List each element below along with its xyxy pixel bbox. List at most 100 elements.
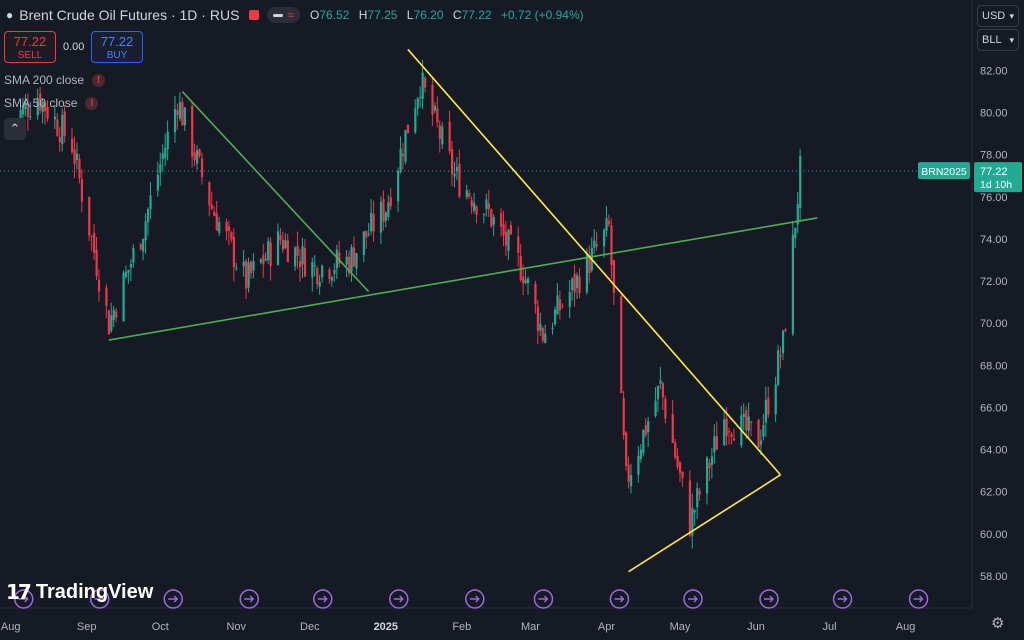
legend-toggle[interactable]: ≈ xyxy=(267,7,301,23)
candle-body xyxy=(517,236,520,253)
candle-body xyxy=(674,442,677,458)
candle-body xyxy=(642,429,645,454)
candle-body xyxy=(534,283,537,305)
candle-body xyxy=(39,93,42,111)
y-tick-label: 76.00 xyxy=(980,192,1008,204)
candle-body xyxy=(603,229,606,247)
candle-body xyxy=(693,510,696,513)
candle-body xyxy=(110,315,113,331)
candle-body xyxy=(593,240,596,248)
candle-body xyxy=(389,197,392,207)
droplet-icon: ● xyxy=(6,8,14,22)
candle-body xyxy=(164,147,167,158)
symbol-flag-icon xyxy=(249,10,260,20)
candle-body xyxy=(90,236,93,238)
candle-body xyxy=(502,224,505,236)
candle-body xyxy=(191,105,194,157)
candle-body xyxy=(448,121,451,152)
candle-body xyxy=(431,84,434,115)
price-tag-bg xyxy=(974,162,1022,193)
event-marker-icon xyxy=(239,589,260,609)
candle-body xyxy=(762,425,765,437)
candle-body xyxy=(166,131,169,150)
y-tick-label: 72.00 xyxy=(980,276,1008,288)
candle-body xyxy=(227,226,231,232)
candle-body xyxy=(747,416,750,432)
candle-body xyxy=(399,148,402,173)
candle-body xyxy=(279,235,282,241)
y-tick-label: 68.00 xyxy=(980,360,1008,372)
x-tick-label: Aug xyxy=(896,621,916,633)
candle-body xyxy=(352,247,356,267)
candle-body xyxy=(333,269,336,274)
candle-body xyxy=(382,198,385,223)
candle-body xyxy=(58,136,61,143)
candle-body xyxy=(242,261,245,267)
candle-body xyxy=(681,471,684,478)
candle-body xyxy=(296,245,299,256)
buy-button[interactable]: 77.22 BUY xyxy=(91,31,143,63)
trendline-group xyxy=(108,48,818,573)
candle-body xyxy=(232,236,236,268)
candle-body xyxy=(95,250,98,277)
trendline xyxy=(628,474,781,573)
candle-body xyxy=(129,263,133,268)
candle-body xyxy=(470,200,473,207)
candle-body xyxy=(504,231,508,246)
candle-body xyxy=(791,234,794,334)
candle-body xyxy=(492,217,495,225)
currency-select[interactable]: USD ▾ xyxy=(977,5,1019,27)
candle-body xyxy=(661,383,665,398)
indicator-sma-200[interactable]: SMA 200 close ! xyxy=(4,73,106,87)
candle-body xyxy=(757,420,760,448)
trendline xyxy=(407,48,782,476)
candle-body xyxy=(544,333,547,344)
candle-body xyxy=(63,111,66,136)
candle-body xyxy=(774,384,777,415)
event-marker-icon xyxy=(163,589,184,609)
sell-button[interactable]: 77.22 SELL xyxy=(4,31,56,63)
candle-body xyxy=(335,249,338,269)
price-axis: 58.00 60.00 62.00 64.00 66.00 68.00 70.00 72.00… xyxy=(918,0,1024,640)
candle-body xyxy=(576,275,579,288)
candle-body xyxy=(698,491,701,495)
candle-body xyxy=(387,202,390,217)
event-marker-icon xyxy=(89,589,110,609)
candle-body xyxy=(468,193,471,197)
unit-select[interactable]: BLL ▾ xyxy=(977,29,1019,51)
y-tick-label: 66.00 xyxy=(980,402,1008,414)
candle-body xyxy=(235,267,238,269)
minus-icon xyxy=(273,13,284,17)
warning-icon[interactable]: ! xyxy=(85,96,99,110)
candle-body xyxy=(139,244,142,250)
warning-icon[interactable]: ! xyxy=(92,73,106,87)
candle-body xyxy=(225,222,228,232)
price-axis-bg xyxy=(972,0,1024,640)
candle-body xyxy=(750,421,753,423)
candle-body xyxy=(183,107,186,126)
candle-body xyxy=(198,149,201,156)
symbol-title[interactable]: Brent Crude Oil Futures · 1D · RUS xyxy=(19,7,240,23)
candle-body xyxy=(75,153,79,161)
candle-body xyxy=(781,330,785,354)
candle-body xyxy=(573,274,576,293)
event-marker-icon xyxy=(465,589,485,609)
candle-body xyxy=(345,256,348,265)
candle-body xyxy=(264,258,267,261)
x-tick-label: Sep xyxy=(77,621,97,633)
candle-body xyxy=(424,77,427,88)
collapse-legend-button[interactable]: ⌃ xyxy=(4,118,26,140)
y-tick-label: 62.00 xyxy=(980,487,1008,499)
chevron-down-icon: ▾ xyxy=(1009,35,1014,45)
indicator-sma-50[interactable]: SMA 50 close ! xyxy=(4,96,99,110)
candle-body xyxy=(230,232,233,240)
candle-body xyxy=(26,107,30,117)
event-marker-icon xyxy=(389,589,409,609)
x-tick-label: Nov xyxy=(226,621,246,633)
buy-label: BUY xyxy=(106,50,128,61)
candle-body xyxy=(78,158,81,179)
candle-body xyxy=(585,252,589,293)
candle-body xyxy=(36,98,39,116)
gear-icon[interactable]: ⚙ xyxy=(991,615,1005,632)
